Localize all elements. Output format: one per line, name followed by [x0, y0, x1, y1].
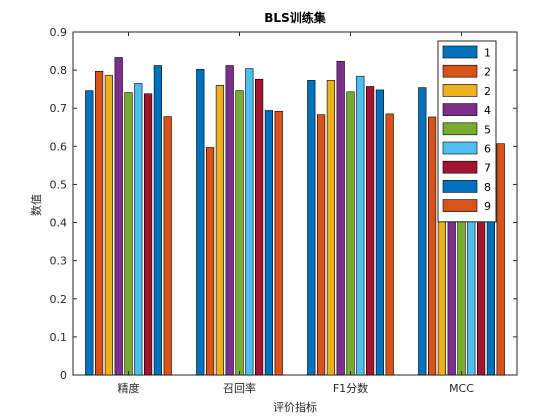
legend-swatch-2 [442, 64, 478, 78]
bar-series-8-0 [153, 65, 163, 376]
bar-series-2-1 [206, 147, 215, 376]
bar-series-4-2 [336, 61, 345, 376]
y-tick-label: 0.1 [50, 331, 68, 344]
chart-title: BLS训练集 [264, 10, 326, 25]
bar-series-1-2 [307, 80, 316, 376]
bar-series-1-0 [85, 90, 94, 376]
bar-series-2-2 [316, 114, 326, 376]
legend-label-1: 1 [484, 47, 491, 60]
bar-series-6-2 [356, 75, 365, 376]
x-axis-ticks: 精度 召回率 F1分数 MCC [118, 32, 474, 395]
bar-series-3-1 [215, 85, 225, 376]
x-tick-label: MCC [449, 382, 474, 395]
bar-series-3-0 [104, 75, 113, 376]
legend-swatch-7 [442, 160, 478, 174]
bar-series-2-3 [427, 116, 437, 376]
legend-label-4: 4 [484, 104, 491, 117]
y-tick-label: 0.6 [50, 140, 68, 153]
x-tick-label: F1分数 [333, 382, 368, 395]
bar-series-7-2 [365, 86, 375, 376]
legend-swatch-5 [442, 122, 478, 136]
x-tick-label: 精度 [118, 381, 140, 395]
y-tick-label: 0.5 [50, 178, 68, 191]
y-tick-label: 0.4 [50, 217, 68, 230]
y-tick-label: 0.8 [50, 64, 68, 77]
x-axis-title: 评价指标 [273, 400, 317, 414]
bar-series-9-3 [496, 143, 505, 376]
legend-label-8: 8 [484, 181, 491, 194]
bar-series-1-1 [196, 69, 205, 376]
bar-series-4-1 [225, 65, 234, 376]
bar-series-1-3 [418, 87, 427, 376]
bar-series-5-0 [124, 92, 133, 376]
bar-series-5-2 [346, 91, 355, 376]
bar-series-9-2 [385, 113, 394, 376]
legend-swatch-6 [442, 141, 478, 155]
legend-label-5: 5 [484, 123, 491, 136]
bar-series-9-1 [274, 110, 283, 376]
bar-series-7-0 [144, 93, 153, 376]
bar-series-6-1 [245, 68, 254, 376]
y-tick-label: 0.3 [50, 255, 68, 268]
y-tick-label: 0 [60, 369, 67, 382]
y-tick-label: 0.7 [50, 102, 68, 115]
bars-group [85, 57, 505, 376]
legend-swatch-8 [442, 180, 478, 193]
y-tick-label: 0.2 [50, 293, 68, 306]
bar-series-3-2 [326, 80, 336, 376]
x-tick-label: 召回率 [223, 381, 256, 395]
bar-series-6-0 [134, 83, 143, 376]
legend-label-6: 6 [484, 143, 491, 156]
bar-series-4-0 [114, 57, 123, 376]
legend: 1 2 2 4 5 6 7 8 9 [437, 40, 497, 223]
legend-label-7: 7 [484, 162, 491, 175]
bar-series-8-1 [264, 110, 274, 376]
bar-series-5-1 [235, 90, 244, 376]
bar-series-7-1 [255, 78, 264, 376]
legend-swatch-1 [442, 45, 478, 59]
y-axis-title: 数值 [30, 194, 43, 216]
legend-label-2: 2 [484, 66, 491, 79]
legend-swatch-3 [442, 84, 478, 97]
legend-swatch-4 [442, 103, 478, 116]
bar-series-8-2 [375, 89, 385, 376]
legend-swatch-9 [442, 199, 478, 212]
legend-label-9: 9 [484, 200, 491, 213]
y-tick-label: 0.9 [50, 26, 68, 39]
y-axis-ticks: 0 0.1 0.2 0.3 0.4 0.5 0.6 0.7 0.8 0.9 [50, 26, 517, 382]
legend-label-3: 2 [484, 85, 491, 98]
bar-series-9-0 [163, 116, 172, 376]
bar-series-2-0 [95, 70, 104, 376]
